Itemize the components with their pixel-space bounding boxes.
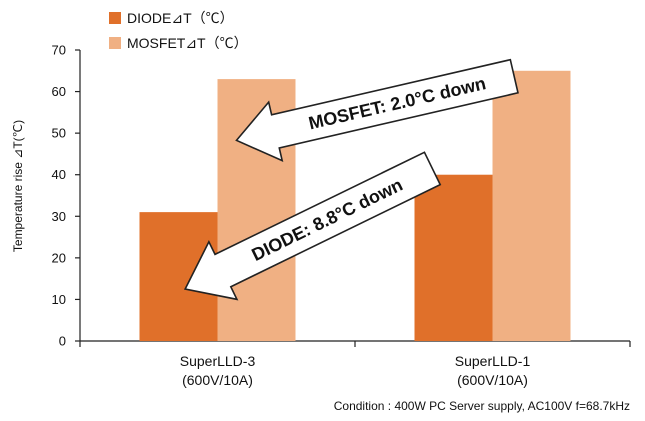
legend-swatch-mosfet: [109, 37, 121, 49]
y-tick-label: 0: [59, 334, 66, 349]
mosfet-arrow-shape: [235, 58, 519, 162]
legend-label-mosfet: MOSFET⊿T（℃）: [127, 35, 248, 51]
bar-mosfet-2: [492, 70, 571, 342]
x-ticks: SuperLLD-3 (600V/10A) SuperLLD-1 (600V/10A): [79, 341, 631, 388]
y-tick-label: 30: [52, 209, 66, 224]
y-tick-label: 60: [52, 84, 66, 99]
legend-label-diode: DIODE⊿T（℃）: [127, 10, 234, 26]
legend: DIODE⊿T（℃） MOSFET⊿T（℃）: [109, 10, 248, 51]
legend-swatch-diode: [109, 12, 121, 24]
y-axis-title: Temperature rise ⊿T(℃): [11, 120, 25, 252]
y-ticks: 0 10 20 30 40 50 60 70: [52, 43, 80, 349]
x-tick-label: SuperLLD-1: [455, 353, 531, 369]
y-tick-label: 40: [52, 167, 66, 182]
bar-diode-2: [414, 174, 493, 341]
y-tick-label: 50: [52, 126, 66, 141]
x-tick-sublabel: (600V/10A): [182, 372, 253, 388]
x-tick-sublabel: (600V/10A): [457, 372, 528, 388]
y-tick-label: 70: [52, 43, 66, 58]
y-tick-label: 20: [52, 250, 66, 265]
condition-note: Condition : 400W PC Server supply, AC100…: [334, 399, 630, 413]
x-tick-label: SuperLLD-3: [180, 353, 256, 369]
y-tick-label: 10: [52, 292, 66, 307]
diode-arrow-shape: [183, 151, 442, 301]
